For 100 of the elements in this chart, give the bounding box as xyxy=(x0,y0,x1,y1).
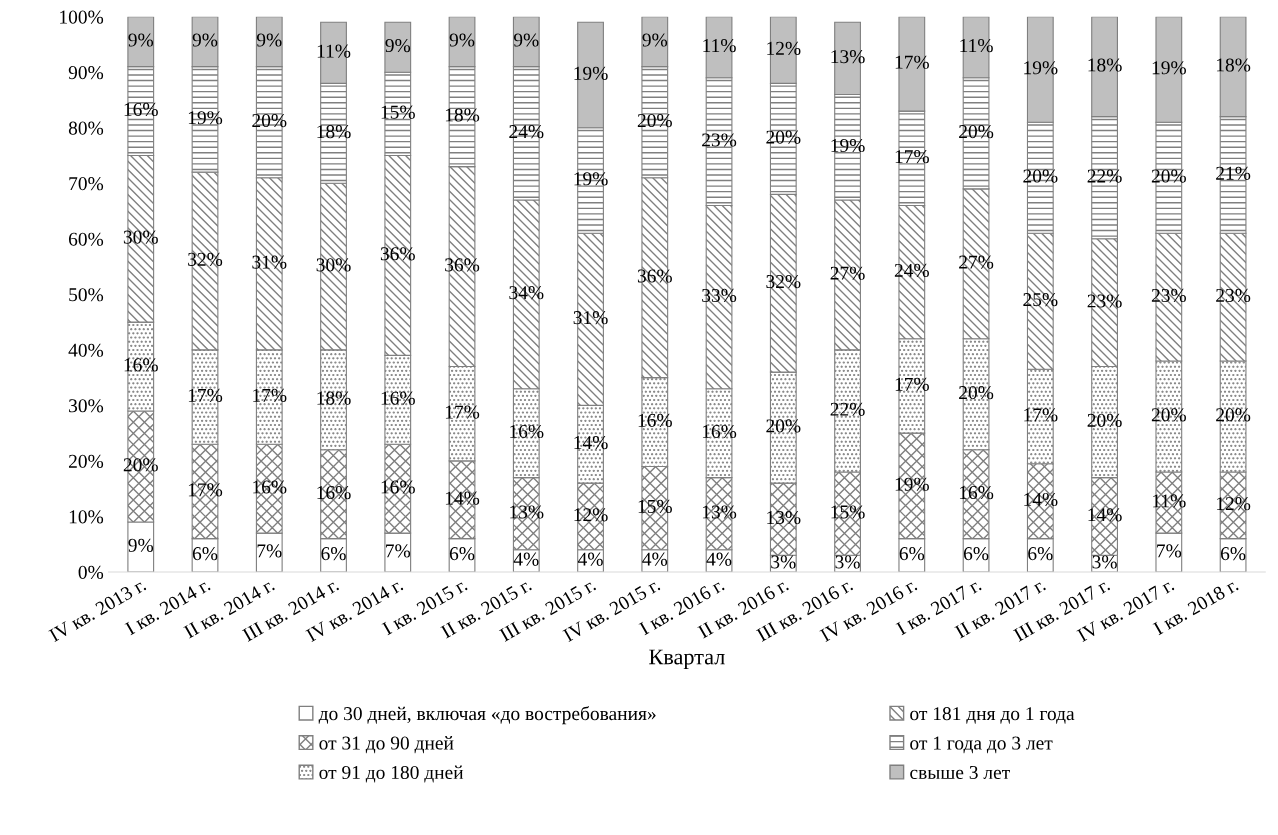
data-label: 11% xyxy=(960,38,993,53)
data-label: 20% xyxy=(959,386,994,400)
data-label: 6% xyxy=(1028,547,1053,561)
data-label: 15% xyxy=(831,505,865,519)
data-label: 18% xyxy=(445,108,480,122)
data-label: 16% xyxy=(124,102,158,117)
data-label: 20% xyxy=(1023,169,1058,183)
data-label: 9% xyxy=(513,33,539,47)
data-label: 16% xyxy=(702,424,737,439)
data-label: 17% xyxy=(895,55,929,69)
data-label: 16% xyxy=(317,485,351,500)
data-label: 7% xyxy=(257,544,282,558)
data-label: 6% xyxy=(963,547,989,561)
data-label: 23% xyxy=(1151,288,1186,303)
data-label: 13% xyxy=(767,510,801,525)
data-label: 18% xyxy=(317,391,351,405)
y-tick-label: 60% xyxy=(68,232,104,246)
data-label: 36% xyxy=(380,247,415,261)
data-label: 20% xyxy=(1151,169,1186,183)
y-tick-label: 100% xyxy=(60,10,104,24)
y-tick-label: 20% xyxy=(68,454,104,468)
data-label: 3% xyxy=(771,555,796,569)
data-label: 36% xyxy=(445,258,480,272)
data-label: 9% xyxy=(192,33,218,47)
data-label: 4% xyxy=(642,552,668,566)
data-label: 4% xyxy=(577,552,603,566)
y-tick-label: 0% xyxy=(78,565,104,579)
data-label: 16% xyxy=(381,391,415,405)
data-label: 36% xyxy=(637,269,672,283)
y-tick-label: 10% xyxy=(69,510,104,524)
data-label: 12% xyxy=(574,508,608,522)
data-label: 24% xyxy=(894,263,929,278)
data-label: 19% xyxy=(188,111,223,125)
y-tick-label: 70% xyxy=(69,177,104,191)
data-label: 18% xyxy=(317,125,351,139)
data-label: 4% xyxy=(513,552,539,566)
data-label: 20% xyxy=(1087,413,1122,427)
data-label: 9% xyxy=(642,33,668,47)
x-axis-title: Квартал xyxy=(649,649,725,669)
data-label: 17% xyxy=(188,483,223,497)
data-label: 19% xyxy=(895,477,929,491)
data-label: 16% xyxy=(253,480,287,494)
y-tick-label: 40% xyxy=(68,343,104,357)
data-label: 30% xyxy=(316,258,351,272)
data-label: 15% xyxy=(638,499,672,514)
legend-label: свыше 3 лет xyxy=(910,765,1010,780)
data-label: 30% xyxy=(123,230,158,244)
y-tick-label: 30% xyxy=(69,399,104,413)
data-label: 20% xyxy=(252,113,287,128)
data-label: 20% xyxy=(1151,408,1186,422)
data-label: 17% xyxy=(895,150,929,164)
data-label: 11% xyxy=(1153,494,1186,508)
legend-label: от 1 года до 3 лет xyxy=(910,736,1053,754)
data-label: 20% xyxy=(123,458,158,472)
data-label: 12% xyxy=(1216,497,1251,511)
data-label: 25% xyxy=(1023,293,1058,307)
data-label: 23% xyxy=(702,133,737,147)
data-label: 17% xyxy=(445,405,480,419)
data-label: 17% xyxy=(1024,408,1058,422)
data-label: 32% xyxy=(188,252,223,266)
data-label: 6% xyxy=(321,547,346,561)
data-label: 6% xyxy=(449,547,475,561)
data-label: 6% xyxy=(899,547,925,561)
data-label: 18% xyxy=(1216,58,1251,72)
data-label: 32% xyxy=(766,274,801,289)
data-label: 34% xyxy=(509,286,544,300)
data-label: 31% xyxy=(252,255,287,269)
data-label: 13% xyxy=(510,505,544,519)
data-label: 9% xyxy=(256,33,282,47)
data-label: 3% xyxy=(835,555,860,569)
data-label: 21% xyxy=(1216,166,1251,180)
data-label: 14% xyxy=(1024,492,1058,507)
data-label: 6% xyxy=(192,547,218,561)
legend-label: от 31 до 90 дней xyxy=(319,736,454,754)
data-label: 16% xyxy=(381,480,415,494)
data-label: 22% xyxy=(830,402,865,416)
data-label: 12% xyxy=(767,41,801,55)
legend-label: от 91 до 180 дней xyxy=(319,765,464,783)
data-label: 22% xyxy=(1087,169,1122,183)
data-label: 31% xyxy=(573,311,608,325)
data-label: 14% xyxy=(574,436,608,450)
data-label: 19% xyxy=(1152,61,1186,75)
data-label: 19% xyxy=(1024,61,1058,75)
data-label: 33% xyxy=(702,288,737,303)
data-label: 9% xyxy=(449,33,475,47)
data-label: 23% xyxy=(1087,294,1122,308)
data-label: 16% xyxy=(124,358,158,372)
data-label: 17% xyxy=(895,377,929,391)
data-label: 17% xyxy=(188,388,223,402)
data-label: 19% xyxy=(574,66,608,80)
data-label: 11% xyxy=(317,44,351,58)
data-label: 6% xyxy=(1220,547,1246,561)
data-label: 7% xyxy=(386,544,411,558)
data-label: 23% xyxy=(1216,288,1251,303)
data-label: 11% xyxy=(703,38,736,53)
data-label: 20% xyxy=(637,113,672,128)
data-label: 16% xyxy=(638,413,672,427)
data-label: 17% xyxy=(253,388,287,402)
data-label: 9% xyxy=(385,38,411,53)
data-label: 15% xyxy=(381,105,415,119)
